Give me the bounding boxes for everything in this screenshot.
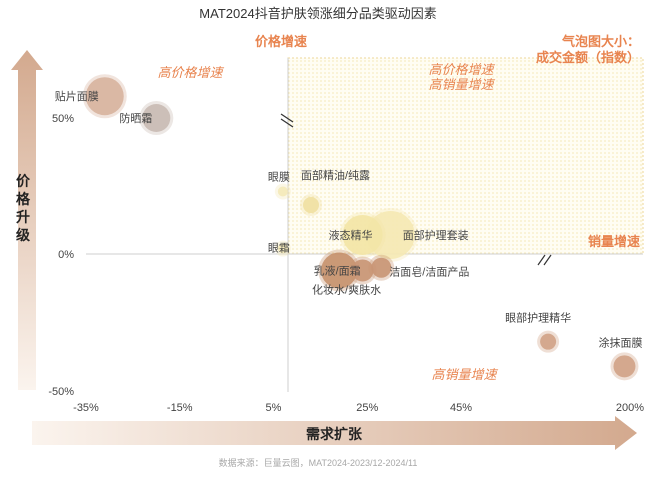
bubble: [82, 74, 127, 119]
bubble-label: 贴片面膜: [55, 89, 99, 103]
x-tick-label: 200%: [616, 402, 644, 414]
right-axis-label: 销量增速: [588, 234, 640, 249]
quadrant-label-top-right-1: 高价格增速: [428, 62, 495, 77]
x-axis-break-icon: [537, 254, 552, 266]
x-tick-label: -15%: [167, 402, 193, 414]
quadrant-label-top-right-2: 高销量增速: [428, 77, 495, 92]
bubble: [537, 330, 560, 353]
bubble: [610, 352, 639, 381]
bubble-label: 化妆水/爽肤水: [312, 282, 381, 296]
bubble: [339, 211, 386, 258]
x-tick-label: 45%: [450, 402, 472, 414]
y-tick-label: 0%: [58, 249, 74, 261]
bubble-label: 涂抹面膜: [598, 335, 642, 349]
bubble-circle: [366, 210, 415, 259]
y-axis-break-icon: [280, 113, 294, 128]
bubble-label: 面部护理套装: [403, 228, 469, 242]
data-source: 数据来源：巨量云图，MAT2024-2023/12-2024/11: [219, 457, 418, 468]
bubble: [274, 183, 291, 200]
x-tick-label: 25%: [356, 402, 378, 414]
tick-labels: -35% -15% 5% 25% 45% 200% 50% 0% -50%: [48, 113, 644, 414]
y-tick-label: 50%: [52, 113, 74, 125]
bubble-circle: [371, 257, 392, 278]
quadrant-label-bottom: 高销量增速: [431, 367, 498, 382]
bubble-circle: [321, 252, 358, 289]
bubble-circle: [351, 259, 374, 282]
y-axis-label: 价格升级: [16, 173, 31, 243]
bubbles: [82, 74, 639, 381]
bubble: [274, 240, 291, 257]
bubble-label: 眼膜: [268, 170, 290, 183]
x-axis-label: 需求扩张: [306, 426, 363, 442]
bubble-label: 眼霜: [268, 242, 290, 255]
bubble-circle: [277, 186, 288, 197]
legend-note-line2: 成交金额（指数）: [536, 50, 640, 65]
bubble-circle: [613, 355, 636, 378]
highlight-quadrant: [287, 57, 644, 255]
x-axis-arrow: [32, 416, 637, 450]
quadrant-label-top-left: 高价格增速: [157, 65, 224, 80]
legend-note-line1: 气泡图大小：: [562, 34, 640, 49]
bubble-label: 眼部护理精华: [505, 311, 571, 325]
bubble-label: 液态精华: [329, 228, 373, 242]
bubble-label: 洁面皂/洁面产品: [389, 265, 469, 279]
bubble-circle: [303, 197, 319, 214]
bubble-label: 乳液/面霜: [314, 263, 361, 277]
y-tick-label: -50%: [48, 386, 74, 398]
y-axis-arrow: [11, 50, 43, 390]
x-tick-label: 5%: [266, 402, 282, 414]
bubble-circle: [540, 333, 557, 350]
chart-title: MAT2024抖音护肤领涨细分品类驱动因素: [199, 6, 436, 21]
bubble-label: 面部精油/纯露: [301, 168, 370, 182]
top-axis-label: 价格增速: [255, 34, 307, 49]
x-tick-label: -35%: [73, 402, 99, 414]
bubble-circle: [85, 77, 124, 116]
bubble: [318, 249, 361, 292]
bubble: [300, 194, 322, 217]
bubble-circle: [342, 214, 383, 255]
bubble-label: 防晒霜: [119, 111, 152, 125]
bubble-circle: [277, 243, 288, 254]
bubble: [139, 101, 174, 135]
bubble-circle: [142, 104, 171, 132]
bubble: [348, 256, 377, 285]
bubble: [368, 254, 395, 281]
